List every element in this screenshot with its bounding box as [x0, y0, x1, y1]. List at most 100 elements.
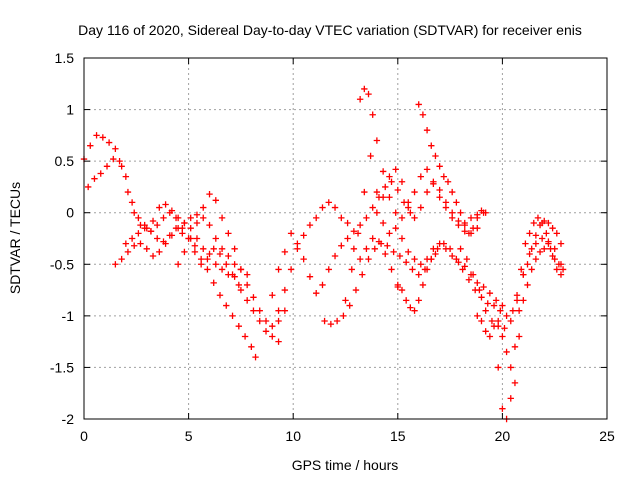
data-point	[474, 214, 481, 222]
data-point	[528, 245, 535, 253]
data-point	[122, 240, 130, 247]
x-tick-label: 10	[285, 428, 301, 444]
data-point	[306, 273, 314, 280]
data-point	[369, 235, 376, 242]
data-point	[87, 142, 94, 149]
data-point	[338, 242, 345, 249]
data-point	[428, 255, 435, 263]
y-tick-label: 1	[66, 102, 74, 118]
data-point	[419, 111, 427, 118]
data-point	[162, 201, 169, 208]
series-track-2	[84, 155, 259, 361]
data-point	[128, 235, 136, 242]
data-point	[333, 317, 341, 325]
data-point	[532, 232, 540, 239]
data-point	[237, 286, 245, 294]
data-point	[124, 248, 132, 256]
data-point	[206, 190, 213, 198]
data-point	[124, 188, 132, 196]
data-point	[122, 173, 130, 180]
data-point	[340, 312, 347, 320]
grid-lines	[84, 58, 607, 419]
data-point	[373, 188, 381, 196]
data-series	[80, 85, 567, 423]
data-point	[243, 297, 251, 304]
data-point	[325, 266, 332, 273]
data-point	[388, 266, 395, 273]
data-point	[237, 266, 245, 273]
data-point	[218, 245, 226, 253]
data-point	[141, 224, 148, 232]
data-point	[461, 263, 468, 270]
data-point	[181, 248, 188, 256]
data-point	[135, 214, 142, 222]
data-point	[495, 317, 502, 325]
data-point	[216, 292, 224, 299]
data-point	[225, 230, 232, 237]
data-point	[382, 250, 389, 258]
series-track-8	[321, 240, 510, 328]
data-point	[363, 214, 370, 222]
data-point	[488, 317, 496, 325]
data-point	[465, 230, 473, 237]
data-point	[187, 235, 194, 242]
data-point	[448, 252, 456, 260]
data-point	[225, 252, 232, 260]
data-point	[497, 307, 504, 314]
data-point	[105, 139, 113, 146]
data-point	[356, 221, 364, 229]
data-point	[499, 405, 506, 412]
data-point	[160, 214, 167, 222]
data-point	[388, 178, 395, 185]
data-point	[538, 219, 546, 227]
data-point	[377, 240, 385, 247]
data-point	[212, 197, 219, 204]
data-point	[432, 152, 439, 160]
data-point	[172, 214, 180, 222]
data-point	[436, 186, 443, 194]
chart-title: Day 116 of 2020, Sidereal Day-to-day VTE…	[78, 22, 582, 38]
data-point	[229, 271, 236, 278]
data-point	[417, 204, 425, 211]
y-tick-label: -1.5	[50, 359, 74, 375]
data-point	[549, 224, 556, 232]
data-point	[223, 302, 230, 309]
data-point	[430, 180, 437, 188]
data-point	[346, 302, 353, 309]
data-point	[313, 289, 320, 297]
data-point	[455, 259, 462, 266]
data-point	[168, 232, 176, 239]
data-point	[197, 261, 205, 268]
data-point	[386, 230, 393, 237]
data-point	[524, 261, 531, 268]
data-point	[545, 219, 552, 227]
data-point	[461, 228, 468, 235]
data-point	[256, 317, 263, 325]
data-point	[319, 204, 326, 211]
data-point	[269, 333, 276, 340]
series-track-3	[112, 211, 251, 278]
data-point	[490, 302, 498, 309]
data-point	[555, 261, 563, 268]
data-point	[118, 255, 125, 263]
data-point	[394, 186, 401, 194]
data-point	[520, 297, 527, 304]
data-point	[463, 255, 471, 263]
data-point	[137, 240, 144, 247]
data-point	[442, 245, 450, 253]
plot-frame	[83, 57, 608, 420]
data-point	[492, 297, 500, 304]
data-point	[275, 317, 282, 325]
data-point	[300, 232, 307, 239]
data-point	[241, 333, 249, 340]
data-point	[545, 240, 552, 247]
series-track-10	[356, 85, 481, 237]
data-point	[243, 281, 251, 289]
data-point	[350, 245, 358, 253]
data-point	[156, 248, 163, 256]
data-point	[193, 211, 201, 218]
data-point	[97, 170, 104, 177]
data-point	[135, 230, 142, 237]
data-point	[154, 221, 161, 229]
